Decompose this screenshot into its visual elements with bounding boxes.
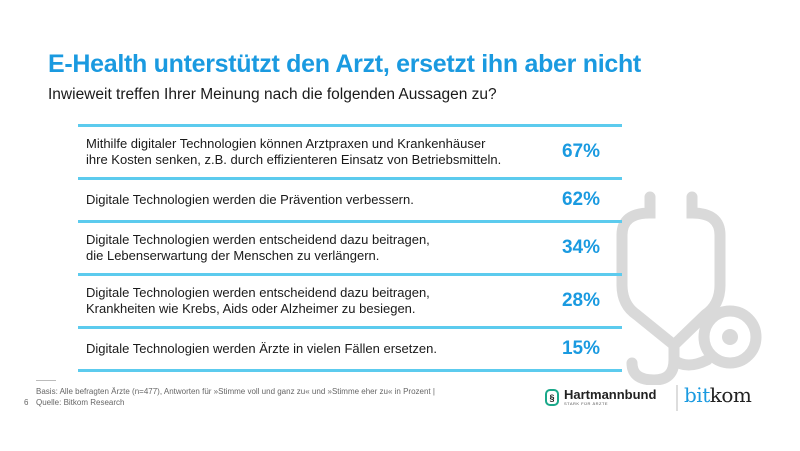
bitkom-logo-bit: bit [684, 383, 710, 407]
statement-percentage: 67% [561, 141, 600, 162]
footer-basis: Basis: Alle befragten Ärzte (n=477), Ant… [36, 387, 435, 396]
footer-source: Quelle: Bitkom Research [36, 398, 125, 407]
hartmannbund-tagline: STARK FÜR ÄRZTE [564, 401, 609, 406]
bitkom-logo: bitkom [684, 383, 752, 407]
statement-text: Mithilfe digitaler Technologien können A… [78, 136, 530, 168]
statement-line: Digitale Technologien werden Ärzte in vi… [86, 341, 437, 356]
statement-percentage: 28% [561, 290, 600, 311]
hartmannbund-logo: § Hartmannbund STARK FÜR ÄRZTE [545, 388, 656, 407]
statement-text: Digitale Technologien werden Ärzte in vi… [78, 341, 530, 357]
statement-text: Digitale Technologien werden entscheiden… [78, 285, 530, 317]
slide-title: E-Health unterstützt den Arzt, ersetzt i… [48, 50, 641, 78]
statement-line: Digitale Technologien werden entscheiden… [86, 285, 430, 300]
statement-percentage: 62% [561, 189, 600, 210]
bitkom-logo-kom: kom [709, 383, 752, 407]
statement-line: Digitale Technologien werden die Prävent… [86, 192, 414, 207]
statement-row: Digitale Technologien werden Ärzte in vi… [78, 326, 622, 372]
statement-percentage: 15% [561, 338, 600, 359]
statement-table: Mithilfe digitaler Technologien können A… [78, 124, 622, 372]
stethoscope-icon [616, 191, 762, 385]
statement-line: Krankheiten wie Krebs, Aids oder Alzheim… [86, 301, 416, 316]
slide-subtitle: Inwieweit treffen Ihrer Meinung nach die… [48, 86, 497, 103]
hartmannbund-icon: § [545, 389, 559, 406]
statement-row: Mithilfe digitaler Technologien können A… [78, 124, 622, 177]
statement-line: die Lebenserwartung der Menschen zu verl… [86, 248, 380, 263]
page-number: 6 [24, 398, 29, 407]
statement-row: Digitale Technologien werden die Prävent… [78, 177, 622, 220]
statement-row: Digitale Technologien werden entscheiden… [78, 220, 622, 273]
statement-line: Mithilfe digitaler Technologien können A… [86, 136, 486, 151]
statement-text: Digitale Technologien werden die Prävent… [78, 192, 530, 208]
statement-line: Digitale Technologien werden entscheiden… [86, 232, 430, 247]
hartmannbund-name: Hartmannbund [564, 387, 657, 402]
logo-divider [676, 385, 678, 411]
footer-divider [36, 380, 56, 381]
statement-line: ihre Kosten senken, z.B. durch effizient… [86, 152, 502, 167]
statement-row: Digitale Technologien werden entscheiden… [78, 273, 622, 326]
statement-text: Digitale Technologien werden entscheiden… [78, 232, 530, 264]
statement-percentage: 34% [561, 237, 600, 258]
